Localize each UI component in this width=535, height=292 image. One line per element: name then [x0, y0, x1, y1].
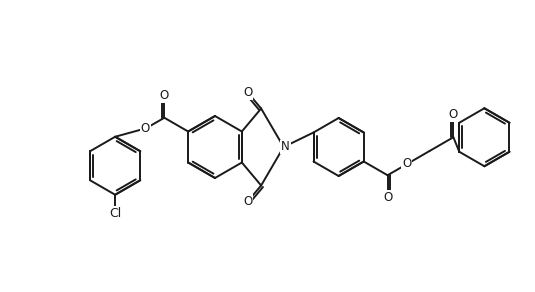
Text: O: O	[383, 191, 392, 204]
Text: O: O	[243, 195, 253, 208]
Text: Cl: Cl	[109, 207, 121, 220]
Text: O: O	[160, 89, 169, 102]
Text: O: O	[243, 86, 253, 99]
Text: N: N	[281, 140, 290, 154]
Text: O: O	[141, 122, 150, 135]
Text: O: O	[402, 157, 411, 170]
Text: O: O	[449, 108, 458, 121]
